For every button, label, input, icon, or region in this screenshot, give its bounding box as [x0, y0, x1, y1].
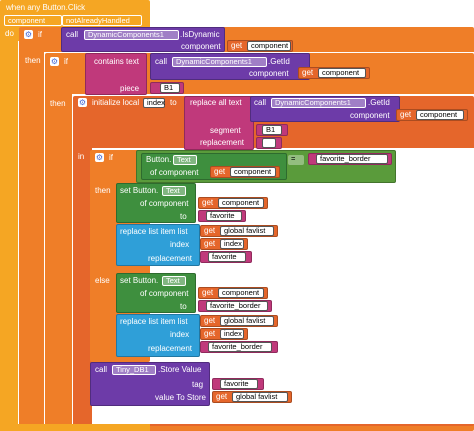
of-component-label: of component [140, 199, 189, 208]
component-dropdown[interactable]: DynamicComponents1 [84, 30, 179, 40]
segment-value[interactable]: B1 [262, 125, 282, 135]
compare-value[interactable]: favorite_border [316, 154, 388, 164]
method-name: .GetId [368, 98, 390, 107]
replace-all-text-block[interactable] [184, 96, 254, 150]
to-label: to [170, 98, 177, 107]
replace-list-item-block[interactable] [116, 314, 200, 357]
gear-icon[interactable]: ⚙ [24, 30, 33, 39]
compare-operator[interactable]: = [288, 155, 304, 165]
if-label: if [109, 153, 113, 162]
replacement-label: replacement [148, 344, 193, 353]
tag-label: tag [192, 380, 204, 389]
get-label: get [204, 226, 216, 235]
component-arg-label: component [181, 42, 221, 51]
get-value[interactable]: component [247, 41, 291, 51]
to-value[interactable]: favorite [206, 211, 242, 221]
get-value[interactable]: component [416, 110, 464, 120]
do-label: do [5, 29, 14, 38]
to-value[interactable]: favorite_border [206, 301, 268, 311]
get-label: get [231, 41, 243, 50]
method-name: .IsDynamic [180, 30, 220, 39]
contains-text-block[interactable] [85, 53, 147, 95]
then-label: then [95, 186, 111, 195]
else-label: else [95, 276, 110, 285]
index-value[interactable]: index [220, 329, 244, 339]
gear-icon[interactable]: ⚙ [50, 57, 59, 66]
component-arg-label: component [249, 69, 289, 78]
get-value[interactable]: component [230, 167, 276, 177]
replacement-value[interactable]: favorite [208, 252, 246, 262]
piece-value[interactable]: B1 [160, 83, 180, 93]
set-prop-dropdown[interactable]: Text [162, 276, 186, 286]
gear-icon[interactable]: ⚙ [78, 98, 87, 107]
prop-dropdown[interactable]: Text [173, 155, 197, 165]
replace-list-label: replace list item list [120, 317, 188, 326]
then-label: then [25, 56, 41, 65]
get-list-value[interactable]: global favlist [232, 392, 288, 402]
call-label: call [66, 30, 79, 39]
replace-list-item-block[interactable] [116, 224, 200, 266]
get-label: get [202, 288, 214, 297]
event-header: when any Button.Click [6, 3, 86, 12]
to-label: to [180, 212, 187, 221]
get-label: get [204, 329, 216, 338]
set-prop-dropdown[interactable]: Text [162, 186, 186, 196]
get-label: get [202, 198, 214, 207]
gear-icon[interactable]: ⚙ [95, 153, 104, 162]
call-getid-block[interactable] [250, 96, 400, 122]
replacement-label: replacement [148, 254, 193, 263]
index-label: index [170, 240, 190, 249]
to-label: to [180, 302, 187, 311]
param-component[interactable]: component [4, 15, 62, 26]
var-name-field[interactable]: index [143, 98, 165, 108]
call-label: call [254, 98, 267, 107]
of-component-label: of component [140, 289, 189, 298]
replacement-value[interactable] [262, 138, 276, 148]
set-label: set Button. [120, 186, 159, 195]
get-label: get [214, 167, 226, 176]
piece-label: piece [120, 84, 140, 93]
component-arg-label: component [350, 111, 390, 120]
index-label: index [170, 330, 190, 339]
get-label: get [204, 239, 216, 248]
replace-all-label: replace all text [190, 98, 242, 107]
if-label: if [38, 30, 42, 39]
if-label: if [64, 57, 68, 66]
set-button-text-block[interactable] [116, 273, 196, 313]
segment-label: segment [210, 126, 241, 135]
get-value[interactable]: component [218, 198, 264, 208]
set-button-text-block[interactable] [116, 183, 196, 223]
init-label: initialize local [92, 98, 140, 107]
component-dropdown[interactable]: DynamicComponents1 [271, 98, 366, 108]
in-label: in [78, 152, 85, 161]
get-label: get [216, 392, 228, 401]
set-label: set Button. [120, 276, 159, 285]
get-label: get [302, 68, 314, 77]
method-name: .GetId [268, 57, 290, 66]
get-value[interactable]: component [218, 288, 264, 298]
button-prop-label: Button. [146, 155, 172, 164]
value-label: value To Store [155, 393, 206, 402]
param-not-handled[interactable]: notAlreadyHandled [62, 15, 142, 26]
event-block-bottom [0, 424, 150, 431]
tag-value[interactable]: favorite [220, 379, 258, 389]
db-dropdown[interactable]: Tiny_DB1 [112, 365, 156, 375]
tinydb-store-block[interactable] [90, 362, 210, 406]
get-list-value[interactable]: global favlist [220, 226, 274, 236]
replace-list-label: replace list item list [120, 227, 188, 236]
replacement-label: replacement [200, 138, 245, 147]
component-dropdown[interactable]: DynamicComponents1 [172, 57, 267, 67]
of-component-label: of component [150, 168, 199, 177]
then-label: then [50, 99, 66, 108]
replacement-value[interactable]: favorite_border [208, 342, 272, 352]
call-label: call [155, 57, 168, 66]
store-method: .Store Value [158, 365, 202, 374]
get-label: get [204, 316, 216, 325]
index-value[interactable]: index [220, 239, 244, 249]
call-label: call [95, 365, 108, 374]
get-label: get [400, 110, 412, 119]
contains-label: contains text [94, 57, 139, 66]
get-value[interactable]: component [318, 68, 366, 78]
get-list-value[interactable]: global favlist [220, 316, 274, 326]
